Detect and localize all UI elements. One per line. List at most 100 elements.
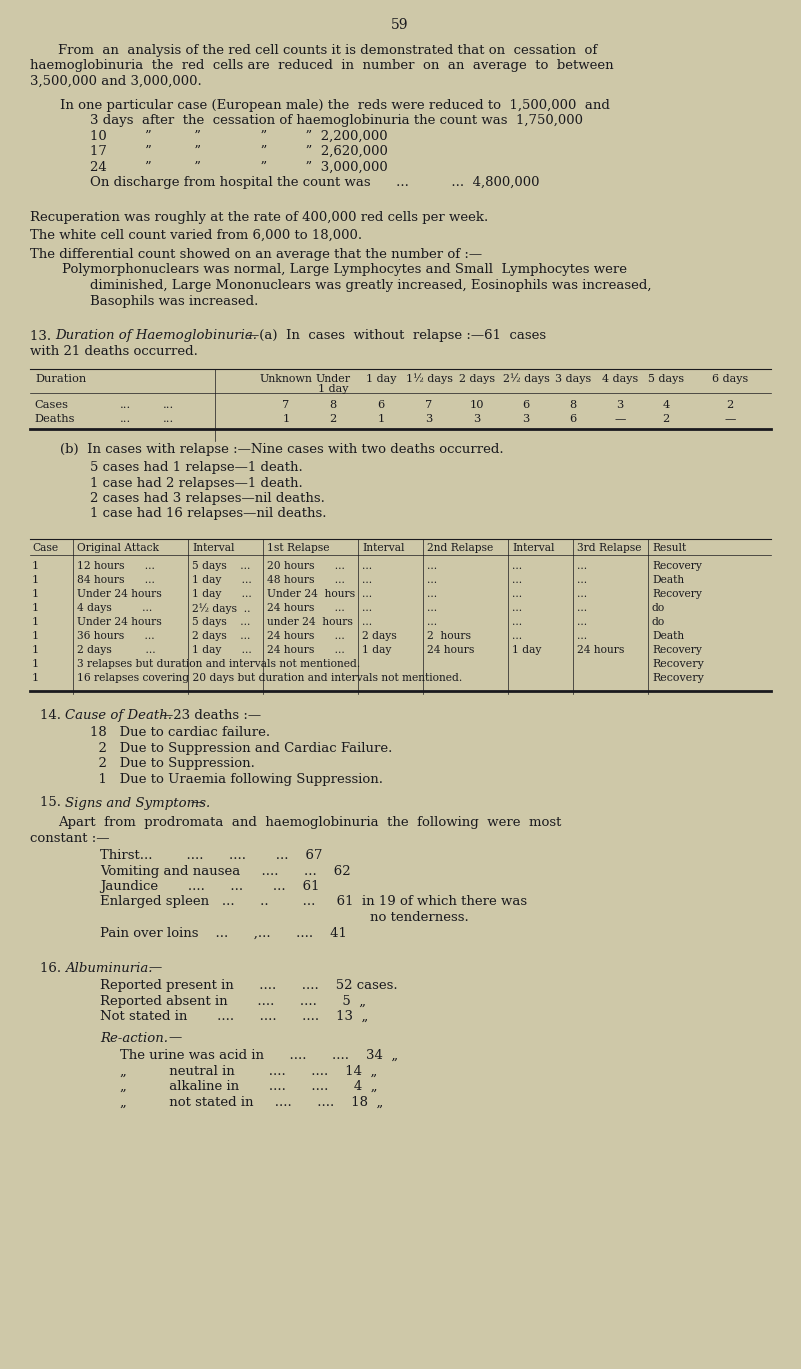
Text: Original Attack: Original Attack — [77, 543, 159, 553]
Text: —: — — [168, 1031, 181, 1045]
Text: 2   Due to Suppression.: 2 Due to Suppression. — [90, 757, 255, 771]
Text: 6: 6 — [570, 415, 577, 424]
Text: 2: 2 — [329, 415, 336, 424]
Text: 1: 1 — [31, 617, 38, 627]
Text: Interval: Interval — [192, 543, 235, 553]
Text: 1 day: 1 day — [512, 645, 541, 654]
Text: 1: 1 — [31, 602, 38, 613]
Text: Death: Death — [652, 631, 684, 641]
Text: Basophils was increased.: Basophils was increased. — [90, 294, 259, 308]
Text: ...: ... — [362, 575, 372, 585]
Text: 16.: 16. — [40, 961, 70, 975]
Text: 1: 1 — [31, 589, 38, 600]
Text: constant :—: constant :— — [30, 831, 110, 845]
Text: Albuminuria.: Albuminuria. — [65, 961, 152, 975]
Text: 24 hours      ...: 24 hours ... — [267, 645, 344, 654]
Text: 1 case had 2 relapses—1 death.: 1 case had 2 relapses—1 death. — [90, 476, 303, 490]
Text: 6: 6 — [377, 401, 384, 411]
Text: Apart  from  prodromata  and  haemoglobinuria  the  following  were  most: Apart from prodromata and haemoglobinuri… — [58, 816, 562, 830]
Text: Recovery: Recovery — [652, 561, 702, 571]
Text: Re-action.: Re-action. — [100, 1031, 168, 1045]
Text: ...: ... — [512, 602, 522, 613]
Text: The urine was acid in      ....      ....    34  „: The urine was acid in .... .... 34 „ — [120, 1049, 398, 1062]
Text: On discharge from hospital the count was      ...          ...  4,800,000: On discharge from hospital the count was… — [90, 177, 540, 189]
Text: ...: ... — [427, 575, 437, 585]
Text: 36 hours      ...: 36 hours ... — [77, 631, 155, 641]
Text: ...: ... — [427, 602, 437, 613]
Text: Deaths: Deaths — [34, 415, 74, 424]
Text: ...: ... — [163, 401, 175, 411]
Text: 5 days    ...: 5 days ... — [192, 561, 251, 571]
Text: 2nd Relapse: 2nd Relapse — [427, 543, 493, 553]
Text: 2: 2 — [727, 401, 734, 411]
Text: 14.: 14. — [40, 709, 70, 721]
Text: 3,500,000 and 3,000,000.: 3,500,000 and 3,000,000. — [30, 75, 202, 88]
Text: Reported present in      ....      ....    52 cases.: Reported present in .... .... 52 cases. — [100, 979, 397, 993]
Text: diminished, Large Mononuclears was greatly increased, Eosinophils was increased,: diminished, Large Mononuclears was great… — [90, 279, 651, 292]
Text: ...: ... — [120, 415, 131, 424]
Text: 2 days          ...: 2 days ... — [77, 645, 155, 654]
Text: ...: ... — [362, 617, 372, 627]
Text: 3rd Relapse: 3rd Relapse — [577, 543, 642, 553]
Text: no tenderness.: no tenderness. — [370, 910, 469, 924]
Text: Jaundice       ....      ...       ...    61: Jaundice .... ... ... 61 — [100, 880, 320, 893]
Text: ...: ... — [163, 415, 175, 424]
Text: 1: 1 — [377, 415, 384, 424]
Text: do: do — [652, 602, 666, 613]
Text: 24 hours      ...: 24 hours ... — [267, 631, 344, 641]
Text: 13.: 13. — [30, 330, 59, 342]
Text: Thirst...        ....      ....       ...    67: Thirst... .... .... ... 67 — [100, 849, 323, 862]
Text: 2   Due to Suppression and Cardiac Failure.: 2 Due to Suppression and Cardiac Failure… — [90, 742, 392, 754]
Text: Signs and Symptoms.: Signs and Symptoms. — [65, 797, 210, 809]
Text: ...: ... — [362, 561, 372, 571]
Text: 17         ”          ”              ”         ”  2,620,000: 17 ” ” ” ” 2,620,000 — [90, 145, 388, 157]
Text: 16 relapses covering 20 days but duration and intervals not mentioned.: 16 relapses covering 20 days but duratio… — [77, 674, 462, 683]
Text: 6: 6 — [522, 401, 529, 411]
Text: 20 hours      ...: 20 hours ... — [267, 561, 345, 571]
Text: with 21 deaths occurred.: with 21 deaths occurred. — [30, 345, 198, 359]
Text: 3 relapses but duration and intervals not mentioned.: 3 relapses but duration and intervals no… — [77, 658, 360, 669]
Text: ...: ... — [512, 631, 522, 641]
Text: 1: 1 — [31, 575, 38, 585]
Text: ...: ... — [577, 602, 587, 613]
Text: ...: ... — [577, 617, 587, 627]
Text: haemoglobinuria  the  red  cells are  reduced  in  number  on  an  average  to  : haemoglobinuria the red cells are reduce… — [30, 59, 614, 73]
Text: 12 hours      ...: 12 hours ... — [77, 561, 155, 571]
Text: 1 day      ...: 1 day ... — [192, 589, 252, 600]
Text: —: — — [614, 415, 626, 424]
Text: 1: 1 — [31, 631, 38, 641]
Text: 18   Due to cardiac failure.: 18 Due to cardiac failure. — [90, 727, 270, 739]
Text: 24 hours: 24 hours — [577, 645, 624, 654]
Text: 1 day: 1 day — [318, 383, 348, 393]
Text: 5 cases had 1 relapse—1 death.: 5 cases had 1 relapse—1 death. — [90, 461, 303, 474]
Text: 1: 1 — [31, 674, 38, 683]
Text: Recuperation was roughly at the rate of 400,000 red cells per week.: Recuperation was roughly at the rate of … — [30, 211, 489, 225]
Text: 8: 8 — [329, 401, 336, 411]
Text: ...: ... — [362, 602, 372, 613]
Text: —: — — [724, 415, 735, 424]
Text: 4 days: 4 days — [602, 374, 638, 383]
Text: ...: ... — [512, 575, 522, 585]
Text: (b)  In cases with relapse :—Nine cases with two deaths occurred.: (b) In cases with relapse :—Nine cases w… — [60, 444, 504, 456]
Text: From  an  analysis of the red cell counts it is demonstrated that on  cessation : From an analysis of the red cell counts … — [58, 44, 598, 57]
Text: Not stated in       ....      ....      ....    13  „: Not stated in .... .... .... 13 „ — [100, 1010, 368, 1023]
Text: 48 hours      ...: 48 hours ... — [267, 575, 345, 585]
Text: ...: ... — [120, 401, 131, 411]
Text: ...: ... — [362, 589, 372, 600]
Text: 10: 10 — [469, 401, 485, 411]
Text: Recovery: Recovery — [652, 645, 702, 654]
Text: Case: Case — [32, 543, 58, 553]
Text: 4 days         ...: 4 days ... — [77, 602, 152, 613]
Text: Recovery: Recovery — [652, 589, 702, 600]
Text: Recovery: Recovery — [652, 658, 704, 669]
Text: 24 hours: 24 hours — [427, 645, 474, 654]
Text: 1 day      ...: 1 day ... — [192, 645, 252, 654]
Text: do: do — [652, 617, 666, 627]
Text: ...: ... — [512, 561, 522, 571]
Text: Vomiting and nausea     ....      ...    62: Vomiting and nausea .... ... 62 — [100, 864, 351, 878]
Text: ...: ... — [577, 589, 587, 600]
Text: 59: 59 — [391, 18, 409, 31]
Text: ...: ... — [512, 589, 522, 600]
Text: 1: 1 — [31, 658, 38, 669]
Text: Under 24 hours: Under 24 hours — [77, 589, 162, 600]
